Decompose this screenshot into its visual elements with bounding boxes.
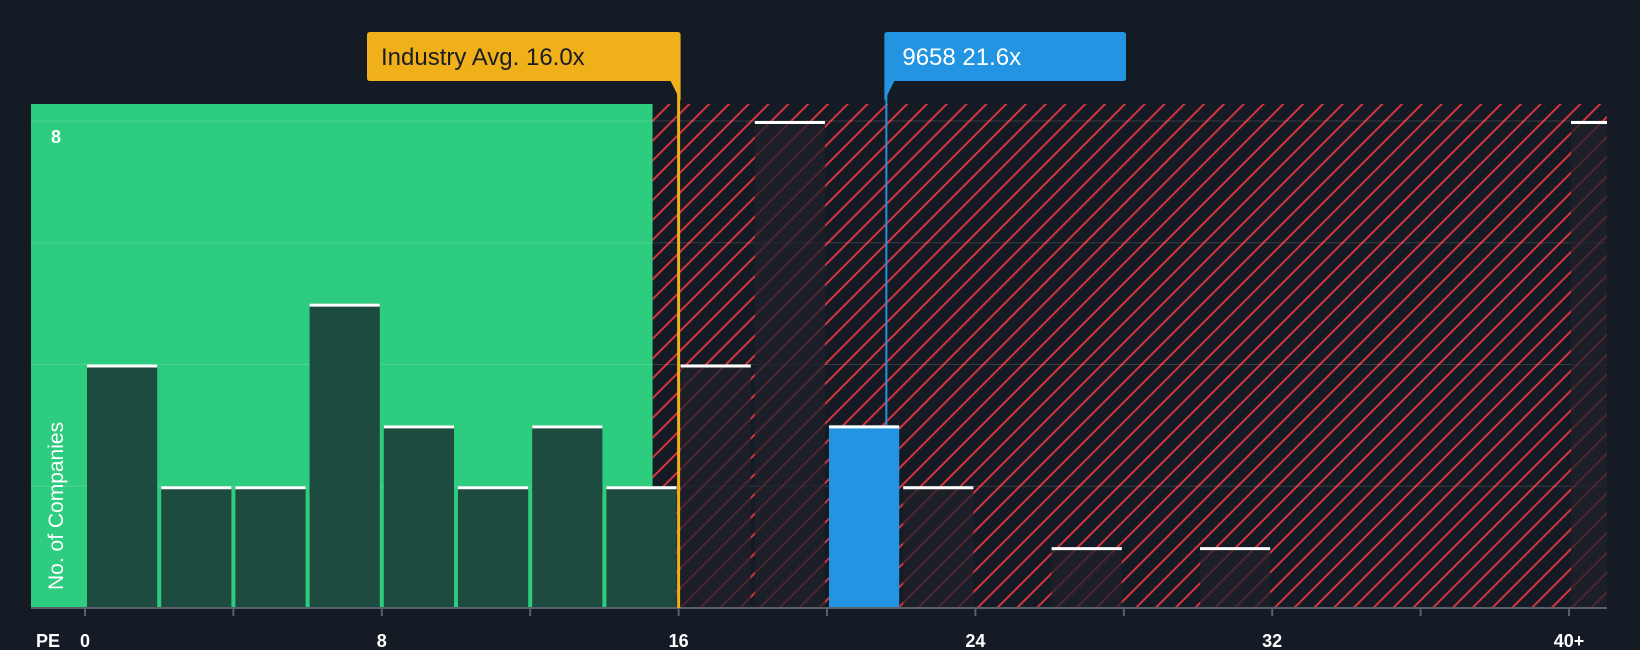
bar-18 xyxy=(754,121,825,608)
bar-26 xyxy=(1051,547,1122,608)
x-tick-label: 24 xyxy=(965,631,985,650)
bar-4 xyxy=(235,486,306,608)
industry-avg-label: Industry Avg. 16.0x xyxy=(381,44,585,71)
x-tick-label: 32 xyxy=(1262,631,1282,650)
y-axis-ticks: 8 xyxy=(51,127,61,147)
bars xyxy=(87,121,1607,608)
bar-6 xyxy=(309,303,380,608)
x-tick-label: 0 xyxy=(80,631,90,650)
industry-avg-marker: Industry Avg. 16.0x xyxy=(367,32,681,608)
company-pe-callout xyxy=(884,32,1126,101)
bar-2 xyxy=(161,486,232,608)
bar-8 xyxy=(383,425,454,608)
bar-30 xyxy=(1200,547,1271,608)
x-tick-label: 8 xyxy=(377,631,387,650)
industry-avg-callout xyxy=(367,32,681,101)
bar-22 xyxy=(903,486,974,608)
x-tick-label: 40+ xyxy=(1554,631,1585,650)
x-axis-ticks: 0 8 16 24 32 40+ xyxy=(80,608,1584,650)
bar-14 xyxy=(606,486,677,608)
bar-12 xyxy=(532,425,603,608)
bar-0 xyxy=(87,364,158,608)
company-pe-marker: 9658 21.6x xyxy=(884,32,1126,426)
bar-40 xyxy=(1571,121,1607,608)
x-axis-label: PE xyxy=(36,631,60,650)
bar-10 xyxy=(458,486,529,608)
bar-16 xyxy=(680,364,751,608)
company-pe-label: 9658 21.6x xyxy=(902,44,1021,71)
x-tick-label: 16 xyxy=(669,631,689,650)
y-axis-label: No. of Companies xyxy=(45,422,68,590)
y-tick-label: 8 xyxy=(51,127,61,147)
bar-20 xyxy=(829,425,900,608)
